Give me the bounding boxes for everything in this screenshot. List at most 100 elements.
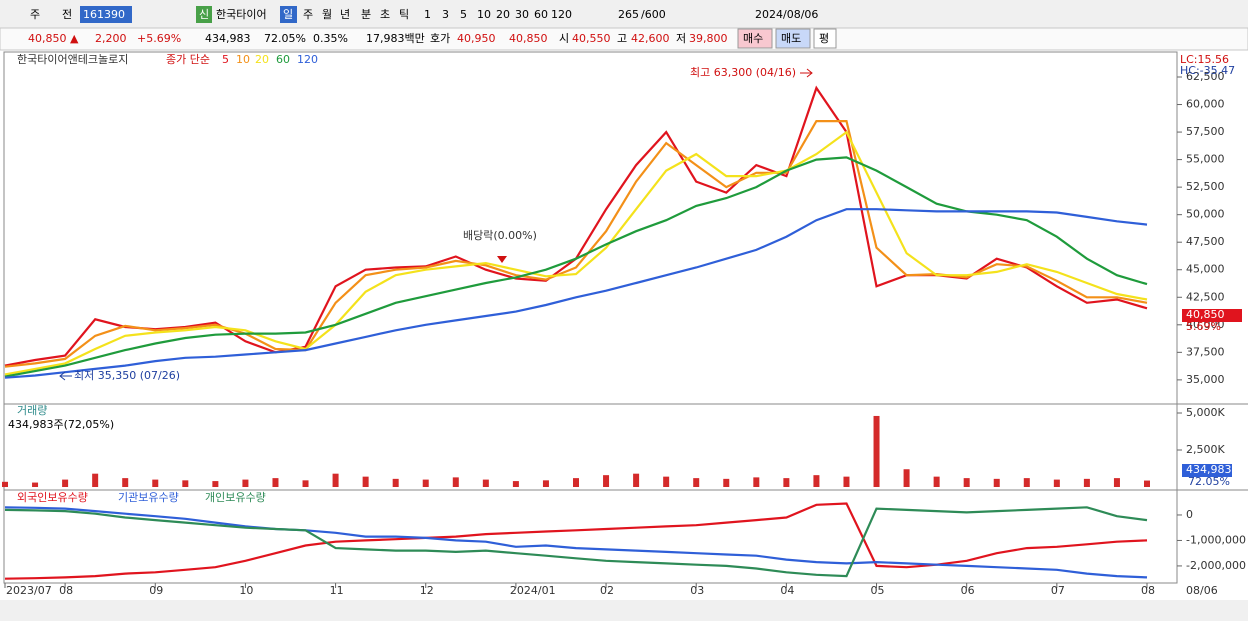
volume-bar (242, 479, 249, 487)
legend-title: 종가 단순 (166, 53, 210, 66)
volume-bar (272, 478, 279, 487)
quote-item: 호가 (430, 32, 450, 45)
volume-bar (783, 478, 790, 487)
toolbar-item[interactable]: 120 (551, 8, 572, 21)
x-tick-label: 11 (330, 584, 344, 597)
volume-bar (32, 482, 39, 487)
toolbar-item[interactable]: 3 (442, 8, 449, 21)
volume-bar (573, 478, 579, 487)
x-tick-label: 05 (871, 584, 885, 597)
quote-item: 40,850 (509, 32, 548, 45)
volume-bar (1083, 478, 1090, 487)
toolbar-item[interactable]: 전 (62, 8, 72, 21)
series-line (4, 156, 1148, 378)
volume-bar (422, 479, 429, 487)
x-tick-label: 04 (780, 584, 794, 597)
y-tick-label: 2,500K (1186, 443, 1225, 456)
legend-entry: 외국인보유수량 (17, 491, 88, 504)
volume-bar (452, 477, 459, 487)
y-tick-label: 52,500 (1186, 180, 1225, 193)
toolbar-item[interactable]: 틱 (399, 8, 409, 21)
toolbar-item[interactable]: 1 (424, 8, 431, 21)
toolbar-item[interactable]: 161390 (83, 8, 125, 21)
x-tick-label: 2024/01 (510, 584, 556, 597)
volume-bar (512, 481, 519, 487)
volume-bar (1023, 478, 1030, 487)
toolbar-item[interactable]: 20 (496, 8, 510, 21)
toolbar-item[interactable]: 10 (477, 8, 491, 21)
y-tick-label: 50,000 (1186, 208, 1225, 221)
quote-item: +5.69% (137, 32, 181, 45)
quote-item: 0.35% (313, 32, 348, 45)
volume-bar (753, 477, 760, 487)
y-tick-label: 60,000 (1186, 98, 1225, 111)
series-line (4, 506, 1148, 579)
code-box[interactable] (80, 6, 132, 23)
toolbar-item[interactable]: 60 (534, 8, 548, 21)
x-tick-label: 08 (59, 584, 73, 597)
y-tick-label: 35,000 (1186, 373, 1225, 386)
sell-button[interactable] (775, 28, 811, 49)
volume-bar (92, 473, 99, 487)
annotation-low: 최저 35,350 (07/26) (74, 369, 180, 382)
y-tick-label: 5,000K (1186, 406, 1225, 419)
x-tick-label: 02 (600, 584, 614, 597)
quote-item: 시 (559, 32, 569, 45)
quote-item[interactable]: 평 (819, 32, 829, 45)
series-line (4, 506, 1148, 578)
buy-button[interactable] (737, 28, 773, 49)
x-tick-label: 07 (1051, 584, 1065, 597)
volume-bar (542, 480, 549, 487)
legend-entry: 5 (222, 53, 229, 66)
x-tick-label: 12 (420, 584, 434, 597)
quote-item: 2,200 (95, 32, 127, 45)
toolbar-item[interactable]: /600 (641, 8, 666, 21)
volume-bar (482, 479, 489, 487)
quote-item: 72.05% (264, 32, 306, 45)
y-tick-label: -2,000,000 (1186, 559, 1246, 572)
toolbar-item[interactable]: 분 (361, 8, 371, 21)
toolbar-item[interactable]: 주 (303, 8, 313, 21)
day-button[interactable] (280, 6, 297, 23)
toolbar-item[interactable]: 년 (340, 8, 350, 21)
toolbar-item[interactable]: 5 (460, 8, 467, 21)
toolbar-item[interactable]: 신 (199, 8, 209, 21)
annotation-dividend: 배당락(0.00%) (463, 229, 537, 242)
volume-bar (182, 480, 189, 487)
toolbar-item[interactable]: 2024/08/06 (755, 8, 818, 21)
last-volume-box (1182, 464, 1232, 477)
x-tick-label: 08 (1141, 584, 1155, 597)
volume-bar (723, 478, 730, 487)
legend-entry: 10 (236, 53, 250, 66)
quote-item: 40,850 ▲ (28, 32, 79, 45)
legend-entry: 60 (276, 53, 290, 66)
toolbar-item[interactable]: 30 (515, 8, 529, 21)
scrollbar[interactable] (0, 600, 1248, 621)
volume-bar (693, 478, 700, 487)
y-tick-label: 47,500 (1186, 235, 1225, 248)
toolbar-item[interactable]: 주 (30, 8, 40, 21)
toolbar-item[interactable]: 일 (283, 7, 293, 21)
quote-item: 40,550 (572, 32, 611, 45)
volume-bar (603, 475, 610, 487)
avg-button[interactable] (813, 28, 837, 49)
y-tick-label: 0 (1186, 508, 1193, 521)
quote-item[interactable]: 매도 (781, 32, 801, 45)
x-end-label: 08/06 (1186, 584, 1218, 597)
volume-bar (903, 469, 910, 487)
x-tick-label: 03 (690, 584, 704, 597)
volume-bar (1053, 479, 1060, 487)
quote-item[interactable]: 매수 (743, 32, 763, 45)
last-price: 40,850 (1186, 308, 1225, 321)
x-tick-label: 09 (149, 584, 163, 597)
y-tick-label: 42,500 (1186, 290, 1225, 303)
toolbar-item[interactable]: 월 (322, 8, 332, 21)
toolbar-item[interactable]: 초 (380, 8, 390, 21)
toolbar-item[interactable]: 265 (618, 8, 639, 21)
legend-entry: 개인보유수량 (205, 491, 266, 504)
y-tick-label: 57,500 (1186, 125, 1225, 138)
volume-bar (663, 476, 670, 487)
toolbar-item[interactable]: 한국타이어 (216, 8, 267, 21)
panel-title: 한국타이어앤테크놀로지 (17, 53, 128, 66)
series-line (4, 502, 1148, 580)
